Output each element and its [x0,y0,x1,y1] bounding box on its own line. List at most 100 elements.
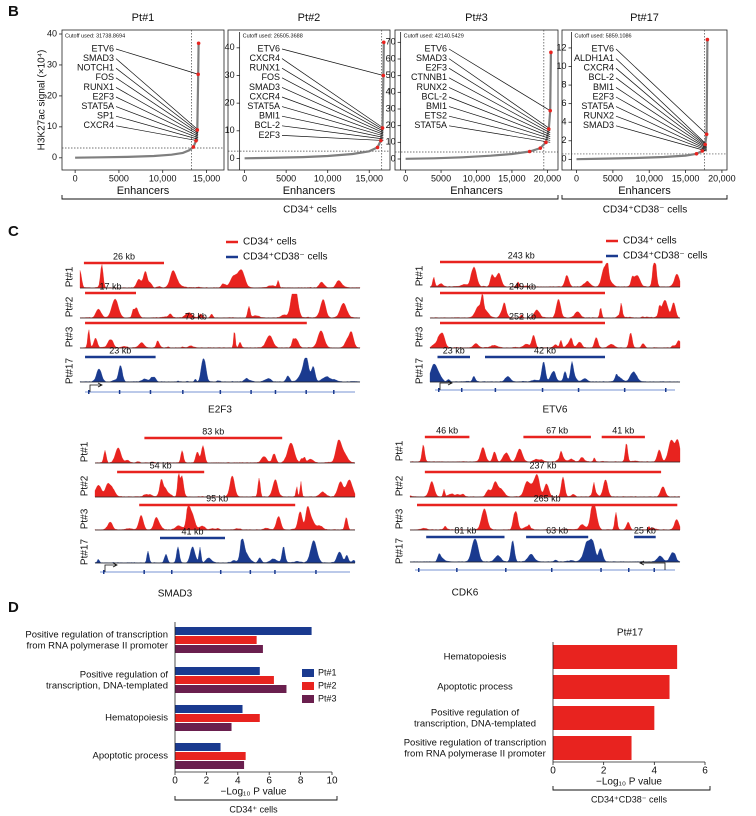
region-label: 243 kb [508,250,535,260]
bar [175,667,260,675]
bar [175,676,274,684]
highlight-point [196,41,201,46]
gene-name: CDK6 [452,588,479,599]
track-label: Pt#3 [80,508,91,529]
exon [541,388,544,392]
legend-swatch [302,695,314,703]
region-label: 95 kb [206,493,228,503]
panel-label: B [8,3,19,20]
highlight-point [381,40,386,45]
x-tick-label: 15,000 [498,173,526,183]
y-tick-label: 10 [386,137,396,147]
x-tick-label: 2 [204,776,210,787]
highlight-point [544,140,548,145]
x-axis-label: Enhancers [450,185,503,197]
cutoff-label: Cutoff used: 5859.1086 [575,33,632,39]
tss-arrow [104,562,118,572]
gene-label: BMI1 [426,101,447,111]
legend-label: Pt#1 [318,667,337,677]
track-label: Pt#3 [65,326,76,347]
x-axis-label: −Log₁₀ P value [596,777,662,788]
legend-label: CD34⁺CD38⁻ cells [623,251,707,262]
tss-arrow [639,560,666,570]
exon [274,570,276,574]
text-line: Positive regulation of transcription [404,737,547,748]
highlight-point [546,127,551,131]
gene-label: BCL-2 [588,72,614,82]
tss-arrow [439,380,453,390]
y-tick-label: 0 [230,153,235,163]
chart-title: Pt#17 [617,628,644,639]
legend-swatch [302,669,314,677]
x-tick-label: 6 [702,766,708,777]
exon [118,390,121,394]
gene-name: ETV6 [542,405,567,416]
group-label: CD34⁺CD38⁻ cells [603,205,687,216]
highlight-point [527,149,532,154]
highlight-point [195,128,200,132]
gene-pointer [281,67,384,130]
gene-label: ETV6 [424,43,447,53]
bar [175,714,260,722]
legend-label: Pt#2 [318,680,337,690]
x-tick-label: 20,000 [708,173,736,183]
x-tick-label: 15,000 [193,173,221,183]
gene-pointer [448,67,551,132]
panel-label: D [8,599,19,616]
gene-label: STAT5A [247,101,280,111]
track-label: Pt#3 [415,326,426,347]
text-line: Positive regulation of transcription [25,629,168,640]
x-tick-label: 5000 [276,173,296,183]
gene-pointer [115,77,199,134]
group-bracket [61,195,559,200]
track-label: Pt#2 [395,475,406,496]
track-label: Pt#3 [395,508,406,529]
legend-label: Pt#3 [318,693,337,703]
gene-pointer [115,115,199,140]
ranked-curve [75,43,200,159]
x-tick-label: 8 [298,776,304,787]
highlight-point [549,50,553,55]
text-line: Positive regulation of [431,707,520,718]
region-label: 41 kb [612,425,634,435]
gene-label: SP1 [97,111,114,121]
highlight-point [381,73,386,78]
gene-label: FOS [95,72,114,82]
exon [653,568,655,572]
bar [175,685,287,693]
category-label: Apoptotic process [92,751,168,762]
region-label: 25 kb [634,525,656,535]
highlight-point [548,108,553,113]
x-tick-label: 10,000 [463,173,491,183]
signal-track [94,538,356,564]
region-label: 249 kb [509,281,536,291]
gene-pointer [615,48,707,135]
track-label: Pt#1 [65,266,76,287]
bar [553,645,678,669]
gene-pointer [281,77,384,132]
track-label: Pt#2 [80,475,91,496]
exon [418,568,420,572]
signal-track [79,357,361,383]
track-label: Pt#17 [65,357,76,384]
region-label: 73 kb [185,311,207,321]
gene-label: STAT5A [81,101,114,111]
exon [103,570,105,574]
x-tick-label: 10,000 [149,173,177,183]
x-axis-label: Enhancers [283,185,336,197]
bar [175,636,257,644]
y-tick-label: 12 [557,42,567,52]
x-tick-label: 10,000 [635,173,663,183]
exon [494,388,497,392]
gene-pointer [448,125,551,143]
exon [623,388,626,392]
highlight-point [194,138,198,143]
signal-track [429,361,681,383]
category-label: Positive regulation of transcription, DNA… [46,669,168,691]
gene-label: SMAD3 [583,120,614,130]
plot-frame [61,29,225,171]
gene-label: SMAD3 [83,53,114,63]
category-label: Positive regulation of transcription, DNA… [414,707,536,729]
legend-label: CD34⁺ cells [623,236,677,247]
